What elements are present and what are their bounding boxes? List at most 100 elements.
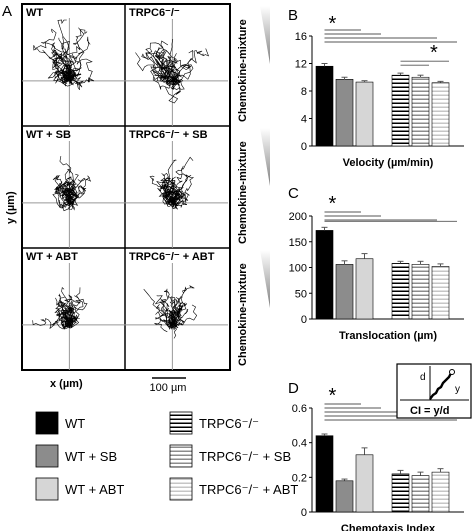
ci-inset-path <box>429 372 453 400</box>
chart-x-label: Chemotaxis Index <box>341 523 436 531</box>
y-axis-label: y (µm) <box>5 191 17 224</box>
ci-inset: d y CI = y/d <box>396 363 472 419</box>
legend-label: TRPC6⁻/⁻ <box>199 416 259 431</box>
bar <box>355 258 374 320</box>
significance-star: * <box>329 13 337 35</box>
cell-title-background <box>23 127 74 141</box>
panel-label-c: C <box>288 185 299 202</box>
cell-trajectory <box>135 52 177 83</box>
panel-label-b: B <box>288 7 298 24</box>
cell-trajectory <box>56 181 72 204</box>
cell-trajectory <box>161 174 173 203</box>
cell-trajectory <box>67 184 87 203</box>
cell-trajectory <box>172 48 210 82</box>
bar <box>391 473 410 513</box>
cell-trajectory <box>161 159 177 204</box>
cell-title-background <box>23 249 81 263</box>
legend-label: WT + SB <box>65 449 117 464</box>
ci-inset-formula: CI = y/d <box>410 405 449 417</box>
cell-trajectory <box>69 184 79 204</box>
cell-title-background <box>23 5 47 19</box>
legend-entry: WT + ABT <box>35 477 124 501</box>
bar <box>335 264 354 320</box>
legend-entry: WT <box>35 411 85 435</box>
bar <box>315 230 334 320</box>
ci-inset-frame <box>396 363 472 419</box>
trajectory-cell: WT + ABT <box>22 249 125 370</box>
y-tick-label: 50 <box>295 288 307 300</box>
legend-label: TRPC6⁻/⁻ + ABT <box>199 482 298 497</box>
cell-trajectory <box>57 68 72 84</box>
cell-trajectory <box>163 182 178 204</box>
y-tick-label: 0 <box>301 507 307 519</box>
y-tick-label: 16 <box>295 31 307 43</box>
cell-trajectory <box>60 297 70 326</box>
y-tick-label: 150 <box>289 237 307 249</box>
gradient-label-1: Chemokine-mixture <box>237 19 249 122</box>
cell-trajectory <box>169 301 180 326</box>
trajectory-cell: TRPC6⁻/⁻ <box>125 5 228 126</box>
cell-trajectory <box>64 294 80 326</box>
trajectory-cell: TRPC6⁻/⁻ + SB <box>125 127 228 248</box>
chart-velocity: 0 4 8 12 16 * * Velocity (µm/min) <box>295 13 464 169</box>
cell-trajectory <box>161 172 178 206</box>
cell-trajectory <box>69 295 88 328</box>
scale-bar-label: 100 µm <box>150 382 187 394</box>
cell-trajectory <box>159 288 173 327</box>
significance-star: * <box>329 193 337 215</box>
y-tick-label: 200 <box>289 211 307 223</box>
cell-title: TRPC6⁻/⁻ <box>129 7 180 19</box>
bar <box>391 263 410 320</box>
ci-inset-endpoint <box>449 369 455 375</box>
cell-trajectory <box>141 48 173 90</box>
bar <box>355 81 374 147</box>
trajectory-frame <box>21 3 231 371</box>
y-tick-label: 4 <box>301 114 307 126</box>
y-tick-label: 0 <box>301 141 307 153</box>
y-tick-label: 12 <box>295 59 307 71</box>
legend-entry: TRPC6⁻/⁻ + ABT <box>169 477 298 501</box>
ci-inset-y: y <box>455 384 460 395</box>
cell-trajectory <box>156 46 180 85</box>
legend-label: WT + ABT <box>65 482 124 497</box>
bar <box>355 454 374 513</box>
cell-title: TRPC6⁻/⁻ + ABT <box>129 251 215 263</box>
legend-swatch <box>169 477 193 501</box>
chart-x-label: Translocation (µm) <box>339 330 437 342</box>
y-tick-label: 100 <box>289 263 307 275</box>
legend-entry: WT + SB <box>35 444 117 468</box>
legend-entry: TRPC6⁻/⁻ <box>169 411 259 435</box>
legend-swatch <box>169 411 193 435</box>
cell-trajectory <box>32 317 70 330</box>
cell-trajectory <box>68 29 88 81</box>
cell-trajectory <box>66 186 75 211</box>
cell-title: TRPC6⁻/⁻ + SB <box>129 129 208 141</box>
ci-inset-d: d <box>420 372 426 383</box>
gradient-label-2: Chemokine-mixture <box>237 141 249 244</box>
cell-trajectory <box>64 318 74 329</box>
cell-trajectory <box>170 59 178 81</box>
legend-label: TRPC6⁻/⁻ + SB <box>199 449 291 464</box>
bar <box>315 65 334 147</box>
cell-trajectory <box>160 78 177 86</box>
legend-swatch <box>35 477 59 501</box>
bar <box>431 266 450 320</box>
panel-label-d: D <box>288 380 299 397</box>
gradient-wedge-3 <box>260 250 270 308</box>
legend-swatch <box>35 444 59 468</box>
bar <box>411 264 430 320</box>
cell-trajectory <box>163 66 174 87</box>
legend-swatch <box>169 444 193 468</box>
cell-trajectory <box>163 311 177 326</box>
cell-trajectory <box>153 319 173 333</box>
cell-trajectory <box>54 176 72 206</box>
cell-trajectory <box>52 67 74 86</box>
cell-trajectory <box>55 186 70 207</box>
y-tick-label: 0.2 <box>292 472 307 484</box>
significance-star: * <box>430 42 438 64</box>
bar <box>431 82 450 147</box>
cell-trajectory <box>60 71 80 82</box>
trajectory-cell: TRPC6⁻/⁻ + ABT <box>125 249 228 370</box>
bar <box>335 79 354 147</box>
